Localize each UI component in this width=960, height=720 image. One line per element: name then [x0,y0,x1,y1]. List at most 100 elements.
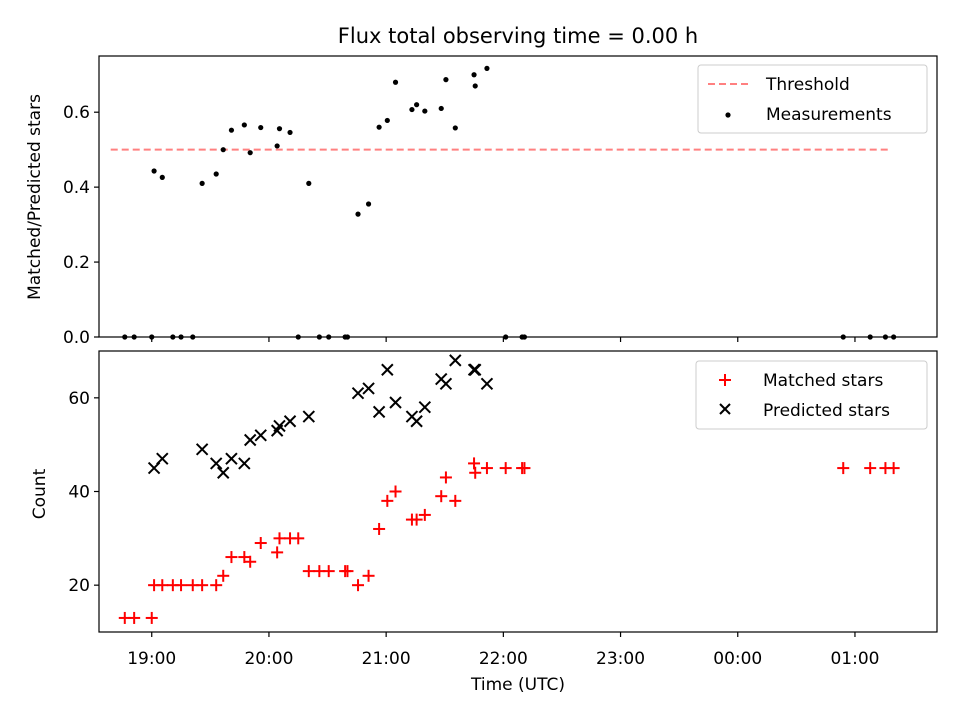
x-tick-label: 22:00 [479,649,528,669]
matched-star-point [175,579,188,592]
bottom-legend: Matched stars Predicted stars [695,360,928,430]
matched-star-point [449,494,462,507]
measurement-point [422,108,428,114]
matched-star-point [302,565,315,578]
measurement-point [274,143,280,149]
matched-star-point [341,565,354,578]
legend-measurements-swatch [725,112,731,118]
measurement-point [484,65,490,71]
matched-star-point [439,471,452,484]
measurement-point [159,174,165,180]
matched-star-point [322,565,335,578]
top-y-tick-label: 0.4 [63,178,90,198]
measurement-point [365,201,372,207]
predicted-star-point [351,386,365,400]
top-legend-box [697,64,928,134]
measurement-point [443,77,449,83]
bottom-panel: 20 40 60 19:00 20:00 21:00 22:00 23:00 00:00 01:0… [30,350,938,695]
bottom-y-tick-label: 60 [68,389,90,409]
measurement-point [247,150,253,156]
x-tick-label: 19:00 [127,649,176,669]
matched-star-point [292,532,305,545]
matched-star-point [480,462,493,475]
matched-star-point [273,532,286,545]
matched-star-point [217,569,230,582]
predicted-star-point [372,405,386,419]
matched-star-point [196,579,209,592]
matched-star-point [418,508,431,521]
matched-star-point [389,485,402,498]
matched-star-point [468,457,481,470]
top-y-axis-label: Matched/Predicted stars [25,94,45,300]
predicted-star-point [238,457,251,470]
bottom-legend-box [695,360,928,430]
predicted-star-point [225,452,238,465]
predicted-star-point [283,415,297,428]
bottom-y-axis-label: Count [30,468,50,519]
predicted-star-point [410,415,423,428]
matched-star-point [362,569,375,582]
legend-matched-swatch [719,374,731,386]
x-tick-label: 00:00 [713,649,762,669]
chart-title: Flux total observing time = 0.00 h [338,24,698,48]
top-panel: 0.0 0.2 0.4 0.6 Matched/Predicted stars Thr… [25,55,938,348]
matched-star-point [156,579,169,592]
predicted-star-point [209,457,223,470]
legend-matched-label: Matched stars [763,371,883,391]
matched-star-point [887,462,900,475]
measurement-point [213,171,219,177]
measurement-point [241,122,247,128]
matched-star-point [837,462,850,475]
measurement-point [228,127,235,133]
measurement-point [392,79,399,85]
measurement-point [151,168,157,174]
predicted-star-point [449,354,462,367]
measurement-point [472,83,478,89]
bottom-y-tick-label: 20 [68,576,90,596]
predicted-star-point [243,433,257,447]
measurement-point [287,129,293,136]
predicted-star-point [273,419,286,433]
measurement-point [471,72,477,78]
bottom-axes-frame [98,350,938,633]
matched-star-point [373,522,386,535]
predicted-star-point [469,363,482,376]
top-y-tick-label: 0.2 [63,253,90,273]
legend-predicted-swatch [719,403,731,415]
legend-measurements-label: Measurements [766,105,892,125]
predicted-star-point [254,429,267,442]
measurement-point [376,124,382,130]
matched-star-point [225,551,238,564]
predicted-star-point [302,410,316,423]
measurement-point [306,180,312,186]
predicted-star-point [439,377,453,390]
x-tick-label: 21:00 [362,649,411,669]
predicted-star-point [362,382,375,395]
x-tick-label: 01:00 [830,649,879,669]
predicted-star-point [217,466,230,479]
predicted-star-point [195,443,209,456]
predicted-star-point [381,363,394,376]
measurement-point [258,124,264,131]
matched-star-point [864,462,877,475]
bottom-y-tick-label: 40 [68,483,90,503]
matched-star-point [128,611,141,624]
measurement-point [355,211,361,217]
matched-star-point [499,462,512,475]
matched-star-point [244,555,257,568]
x-tick-label: 20:00 [244,649,293,669]
predicted-star-point [480,377,494,390]
matched-star-point [435,490,448,503]
measurement-point [276,126,283,132]
measurement-point [452,125,458,131]
top-y-tick-label: 0.6 [63,103,90,123]
measurement-point [414,102,420,108]
matched-star-point [271,546,284,559]
predicted-star-point [156,452,169,465]
predicted-star-point [389,396,402,409]
measurement-point [438,105,444,112]
measurement-point [220,147,226,153]
matched-star-point [210,579,223,592]
x-tick-label: 23:00 [596,649,645,669]
